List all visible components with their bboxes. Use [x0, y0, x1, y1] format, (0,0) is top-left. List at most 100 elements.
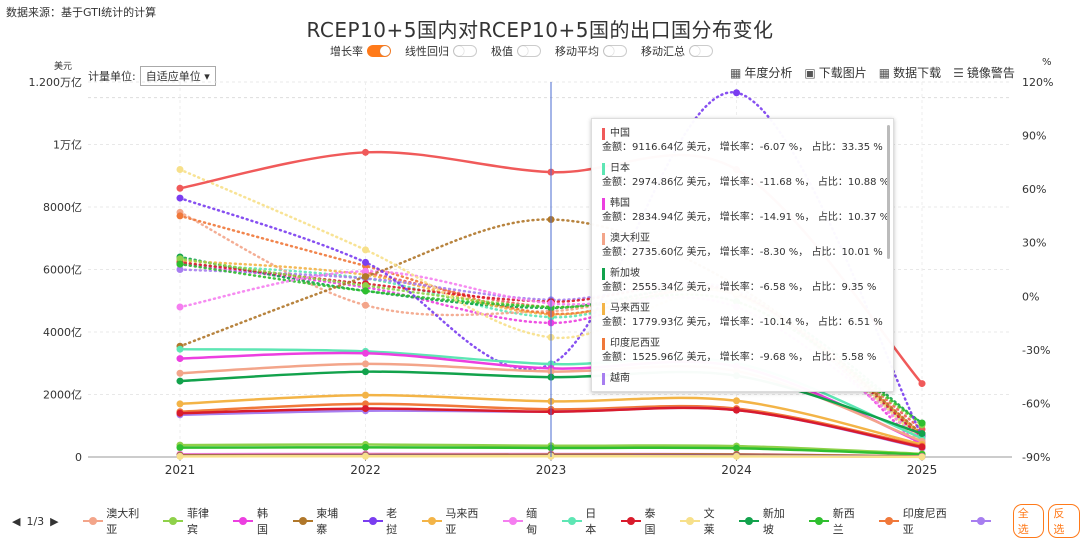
growth-point: [362, 258, 369, 266]
y2-tick-label: -30%: [1022, 344, 1050, 357]
tooltip-scrollbar[interactable]: [887, 125, 890, 259]
legend-item[interactable]: 柬埔寨: [292, 505, 349, 537]
toggle-item[interactable]: 移动汇总: [641, 43, 713, 59]
growth-point: [176, 255, 184, 263]
legend-label: 马来西亚: [445, 507, 479, 536]
toggle-label: 移动汇总: [641, 45, 685, 58]
measure-unit-value: 自适应单位: [145, 70, 201, 83]
series-color-swatch: [602, 337, 605, 350]
legend-item[interactable]: 菲律宾: [163, 505, 219, 537]
legend-item[interactable]: 缅甸: [502, 505, 548, 537]
tooltip-amount: 2974.86亿: [632, 177, 684, 188]
legend-label: 新加坡: [762, 507, 785, 536]
legend-marker: [879, 516, 899, 526]
tooltip-share: 10.37 %: [847, 212, 890, 223]
toolbar: ▦ 年度分析 ▣ 下载图片 ▦ 数据下载 ☰ 镜像警告: [730, 64, 1015, 81]
legend-item[interactable]: 马来西亚: [421, 505, 489, 537]
growth-point: [176, 166, 184, 173]
value-point: [176, 369, 184, 377]
legend-marker: [809, 516, 829, 526]
separator: ，: [804, 212, 818, 223]
y-tick-label: 6000亿: [43, 264, 82, 277]
toggle-item[interactable]: 移动平均: [555, 43, 627, 59]
legend-item[interactable]: 泰国: [620, 505, 666, 537]
tooltip-growth: -9.68 %: [759, 352, 799, 363]
x-tick-label: 2021: [165, 463, 196, 477]
x-tick-label: 2024: [721, 463, 752, 477]
tooltip-item: 新加坡 金额：2555.34亿 美元， 增长率：-6.58 %， 占比：9.35 …: [602, 267, 893, 295]
legend-label: 老挝: [386, 507, 398, 536]
value-point: [176, 377, 184, 385]
tooltip-amount: 1525.96亿: [632, 352, 684, 363]
tooltip-detail: 金额：1525.96亿 美元， 增长率：-9.68 %， 占比：5.58 %: [602, 351, 893, 365]
legend-item[interactable]: 新西兰: [809, 505, 865, 537]
legend-marker: [739, 516, 759, 526]
toggle-switch[interactable]: [453, 45, 477, 57]
toggle-label: 线性回归: [405, 45, 449, 58]
toolbar-button[interactable]: ▦ 数据下载: [879, 64, 941, 81]
legend-marker: [421, 516, 442, 526]
legend-item[interactable]: 文莱: [680, 505, 725, 537]
legend-item[interactable]: 印度尼西亚: [879, 505, 957, 537]
tooltip-item: 马来西亚 金额：1779.93亿 美元， 增长率：-10.14 %， 占比：6.5…: [602, 302, 893, 330]
toolbar-button-label: 年度分析: [744, 66, 793, 80]
tooltip-item: 韩国 金额：2834.94亿 美元， 增长率：-14.91 %， 占比：10.37…: [602, 197, 893, 225]
value-point: [362, 452, 369, 460]
value-point: [362, 148, 369, 156]
series-color-swatch: [602, 162, 605, 175]
growth-point: [362, 282, 369, 290]
legend-label: 日本: [585, 507, 597, 536]
y-tick-label: 1.200万亿: [29, 76, 83, 89]
tooltip-detail: 金额：2555.34亿 美元， 增长率：-6.58 %， 占比：9.35 %: [602, 281, 893, 295]
prev-page-icon[interactable]: ◀: [12, 514, 21, 528]
legend-item[interactable]: 老挝: [362, 505, 408, 537]
value-point: [733, 444, 740, 452]
toggle-item[interactable]: 线性回归: [405, 43, 477, 59]
metric-label: 美元，: [686, 177, 717, 188]
tooltip-item: 越南: [602, 372, 893, 385]
toggle-switch[interactable]: [367, 45, 391, 57]
toolbar-button[interactable]: ▦ 年度分析: [730, 64, 792, 81]
tooltip-growth: -11.68 %: [759, 177, 805, 188]
tooltip-series: 马来西亚: [602, 302, 893, 315]
metric-label: 金额：: [602, 142, 632, 153]
toggle-item[interactable]: 极值: [491, 43, 541, 59]
y-tick-label: 1万亿: [53, 139, 82, 152]
table-icon: ▦: [878, 65, 891, 80]
series-color-swatch: [602, 302, 605, 315]
toggle-item[interactable]: 增长率: [330, 43, 391, 59]
image-icon: ▣: [804, 65, 816, 80]
legend-item[interactable]: 澳大利亚: [82, 505, 150, 537]
series-color-swatch: [602, 267, 605, 280]
metric-label: 增长率：: [719, 282, 760, 293]
value-point: [733, 452, 740, 460]
growth-line: [178, 259, 924, 437]
toolbar-button-label: 镜像警告: [966, 66, 1015, 80]
value-point: [362, 360, 369, 368]
y-tick-label: 2000亿: [43, 389, 82, 402]
toggle-switch[interactable]: [603, 45, 627, 57]
chart-title: RCEP10+5国内对RCEP10+5国的出口国分布变化: [306, 18, 774, 42]
legend-item[interactable]: 韩国: [233, 505, 278, 537]
toggle-label: 极值: [491, 45, 513, 58]
legend-marker: [561, 516, 582, 526]
tooltip-series-name: 马来西亚: [610, 303, 650, 314]
tooltip-series-name: 中国: [610, 128, 630, 139]
legend-item[interactable]: 日本: [561, 505, 607, 537]
toolbar-button[interactable]: ▣ 下载图片: [804, 64, 866, 81]
value-point: [176, 409, 184, 417]
legend-item[interactable]: 新加坡: [739, 505, 795, 537]
tooltip-item: 日本 金额：2974.86亿 美元， 增长率：-11.68 %， 占比：10.88…: [602, 162, 893, 190]
value-point: [176, 444, 184, 452]
tooltip-share: 10.01 %: [841, 247, 883, 258]
y2-tick-label: -90%: [1022, 451, 1050, 464]
next-page-icon[interactable]: ▶: [50, 514, 59, 528]
tooltip-series: 日本: [602, 162, 893, 175]
legend-item[interactable]: [970, 516, 995, 526]
toggle-switch[interactable]: [517, 45, 541, 57]
toggle-switch[interactable]: [689, 45, 713, 57]
toolbar-button[interactable]: ☰ 镜像警告: [953, 64, 1015, 81]
measure-unit-select[interactable]: 自适应单位 ▾: [139, 66, 216, 86]
legend-marker: [362, 516, 383, 526]
tooltip-series: 越南: [602, 372, 893, 385]
